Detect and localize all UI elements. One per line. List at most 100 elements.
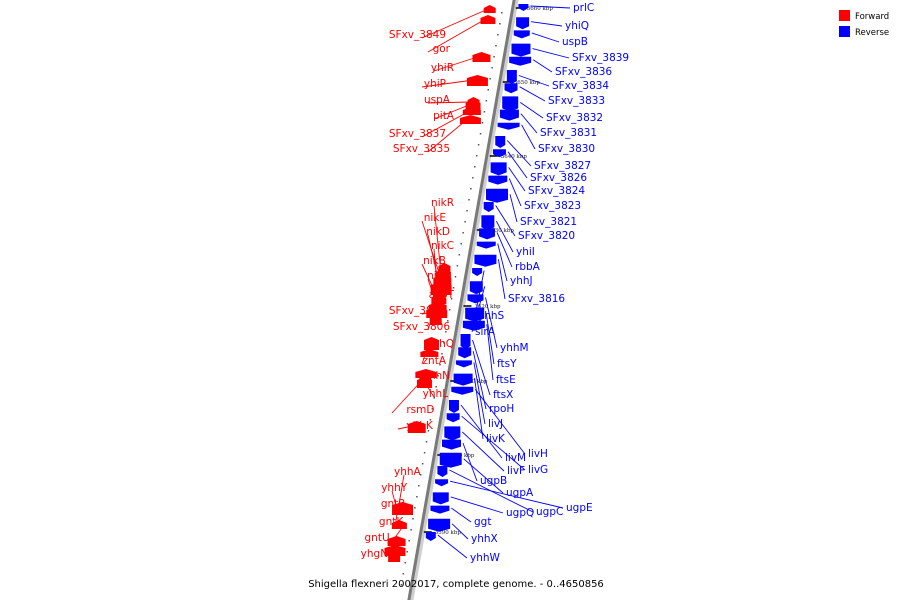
reverse-gene-mark bbox=[437, 466, 448, 477]
reverse-gene-label: SFxv_3830 bbox=[538, 143, 595, 155]
tick-label: 3590 kbp bbox=[435, 530, 462, 536]
axis-dot bbox=[479, 133, 482, 135]
axis-dot bbox=[450, 298, 453, 300]
forward-gene-label: yhhQ bbox=[426, 338, 454, 350]
reverse-gene-mark bbox=[448, 400, 459, 413]
reverse-gene-leader bbox=[497, 259, 506, 300]
reverse-gene-leader bbox=[451, 507, 472, 523]
reverse-gene-mark bbox=[472, 268, 483, 276]
axis-dot bbox=[458, 254, 461, 256]
reverse-gene-mark bbox=[476, 241, 496, 249]
forward-gene-label: nikE bbox=[424, 212, 446, 224]
tick-label: 3650 kbp bbox=[514, 80, 541, 86]
reverse-gene-label: livF bbox=[507, 465, 525, 477]
axis-dot bbox=[495, 45, 497, 47]
axis-dots bbox=[400, 12, 503, 586]
axis-dot bbox=[497, 34, 499, 36]
forward-gene-leader bbox=[433, 205, 441, 269]
axis-dot bbox=[487, 89, 490, 91]
reverse-gene-label: SFxv_3827 bbox=[534, 160, 591, 172]
reverse-gene-leader bbox=[519, 102, 544, 119]
forward-gene-label: SFxv_3808 bbox=[389, 305, 446, 317]
reverse-gene-mark bbox=[511, 43, 531, 57]
forward-gene-label: yhhA bbox=[394, 466, 422, 478]
legend-forward-swatch bbox=[839, 10, 850, 21]
reverse-gene-mark bbox=[428, 518, 451, 532]
axis-dot bbox=[452, 287, 455, 289]
reverse-gene-mark bbox=[497, 122, 520, 130]
axis-dot bbox=[443, 342, 445, 344]
axis-dot bbox=[499, 23, 501, 25]
reverse-gene-mark bbox=[513, 30, 530, 39]
axis-dot bbox=[485, 100, 488, 102]
reverse-gene-mark bbox=[474, 254, 497, 267]
reverse-gene-leader bbox=[451, 523, 469, 540]
reverse-gene-leader bbox=[497, 243, 508, 282]
reverse-gene-label: ftsE bbox=[496, 374, 516, 386]
reverse-gene-mark bbox=[425, 532, 436, 541]
genome-axis bbox=[407, 0, 516, 600]
forward-gene-mark bbox=[423, 337, 439, 350]
axis-dot bbox=[400, 584, 403, 586]
reverse-gene-label: ftsX bbox=[493, 389, 513, 401]
reverse-gene-leader bbox=[474, 389, 526, 455]
forward-gene-label: yhhK bbox=[406, 420, 434, 432]
forward-gene-label: SFxv_3806 bbox=[393, 321, 450, 333]
reverse-gene-label: livG bbox=[528, 464, 548, 476]
forward-gene-leader bbox=[392, 524, 405, 542]
reverse-gene-label: ugpA bbox=[506, 487, 534, 499]
forward-gene-label: gntR bbox=[381, 498, 406, 510]
forward-gene-label: pitA bbox=[433, 110, 455, 122]
forward-gene-leader bbox=[421, 79, 474, 88]
reverse-gene-label: SFxv_3826 bbox=[530, 172, 587, 184]
forward-gene-leader bbox=[390, 554, 399, 558]
axis-dot bbox=[416, 496, 418, 498]
reverse-gene-mark bbox=[451, 386, 474, 395]
reverse-gene-leader bbox=[508, 167, 526, 192]
forward-gene-leader bbox=[421, 111, 469, 138]
reverse-gene-mark bbox=[509, 56, 532, 66]
axis-dot bbox=[439, 364, 441, 366]
reverse-gene-label: SFxv_3820 bbox=[518, 230, 575, 242]
reverse-gene-label: uspB bbox=[562, 36, 588, 48]
reverse-gene-label: SFxv_3833 bbox=[548, 95, 605, 107]
reverse-gene-label: SFxv_3834 bbox=[552, 80, 609, 92]
reverse-gene-mark bbox=[444, 426, 461, 441]
reverse-gene-label: yhhX bbox=[471, 533, 498, 545]
reverse-gene-mark bbox=[481, 215, 495, 231]
forward-gene-label: nikR bbox=[431, 197, 454, 209]
axis-dot bbox=[474, 166, 476, 168]
axis-dot bbox=[406, 551, 408, 553]
reverse-gene-mark bbox=[479, 228, 496, 240]
reverse-gene-mark bbox=[455, 360, 472, 368]
reverse-gene-leader bbox=[460, 404, 503, 459]
axis-dot bbox=[410, 529, 412, 531]
forward-gene-label: gntU bbox=[365, 532, 390, 544]
reverse-gene-mark bbox=[486, 188, 509, 203]
reverse-gene-leader bbox=[485, 313, 495, 365]
forward-gene-leader bbox=[433, 104, 470, 120]
forward-gene-mark bbox=[480, 15, 496, 24]
genome-axis-shadow bbox=[408, 0, 519, 600]
reverse-gene-mark bbox=[439, 452, 462, 468]
reverse-gene-mark bbox=[518, 4, 529, 11]
axis-dot bbox=[464, 221, 466, 223]
reverse-gene-leader bbox=[449, 480, 564, 509]
reverse-gene-label: ugpC bbox=[536, 506, 563, 518]
reverse-gene-mark bbox=[442, 439, 462, 450]
reverse-gene-mark bbox=[453, 373, 473, 386]
reverse-gene-label: SFxv_3839 bbox=[572, 52, 629, 64]
forward-gene-mark bbox=[387, 536, 406, 546]
reverse-gene-label: SFxv_3836 bbox=[555, 66, 612, 78]
tick-label: 3610 kbp bbox=[461, 379, 488, 385]
axis-dot bbox=[454, 276, 457, 278]
legend: Forward Reverse bbox=[839, 10, 889, 38]
axis-dot bbox=[477, 144, 480, 146]
forward-gene-leader bbox=[421, 311, 433, 315]
reverse-gene-mark bbox=[465, 307, 485, 322]
axis-dot bbox=[435, 386, 437, 388]
forward-gene-leader bbox=[427, 341, 435, 348]
reverse-gene-label: livK bbox=[486, 433, 506, 445]
axis-dot bbox=[491, 67, 493, 69]
forward-gene-leader bbox=[433, 56, 478, 72]
